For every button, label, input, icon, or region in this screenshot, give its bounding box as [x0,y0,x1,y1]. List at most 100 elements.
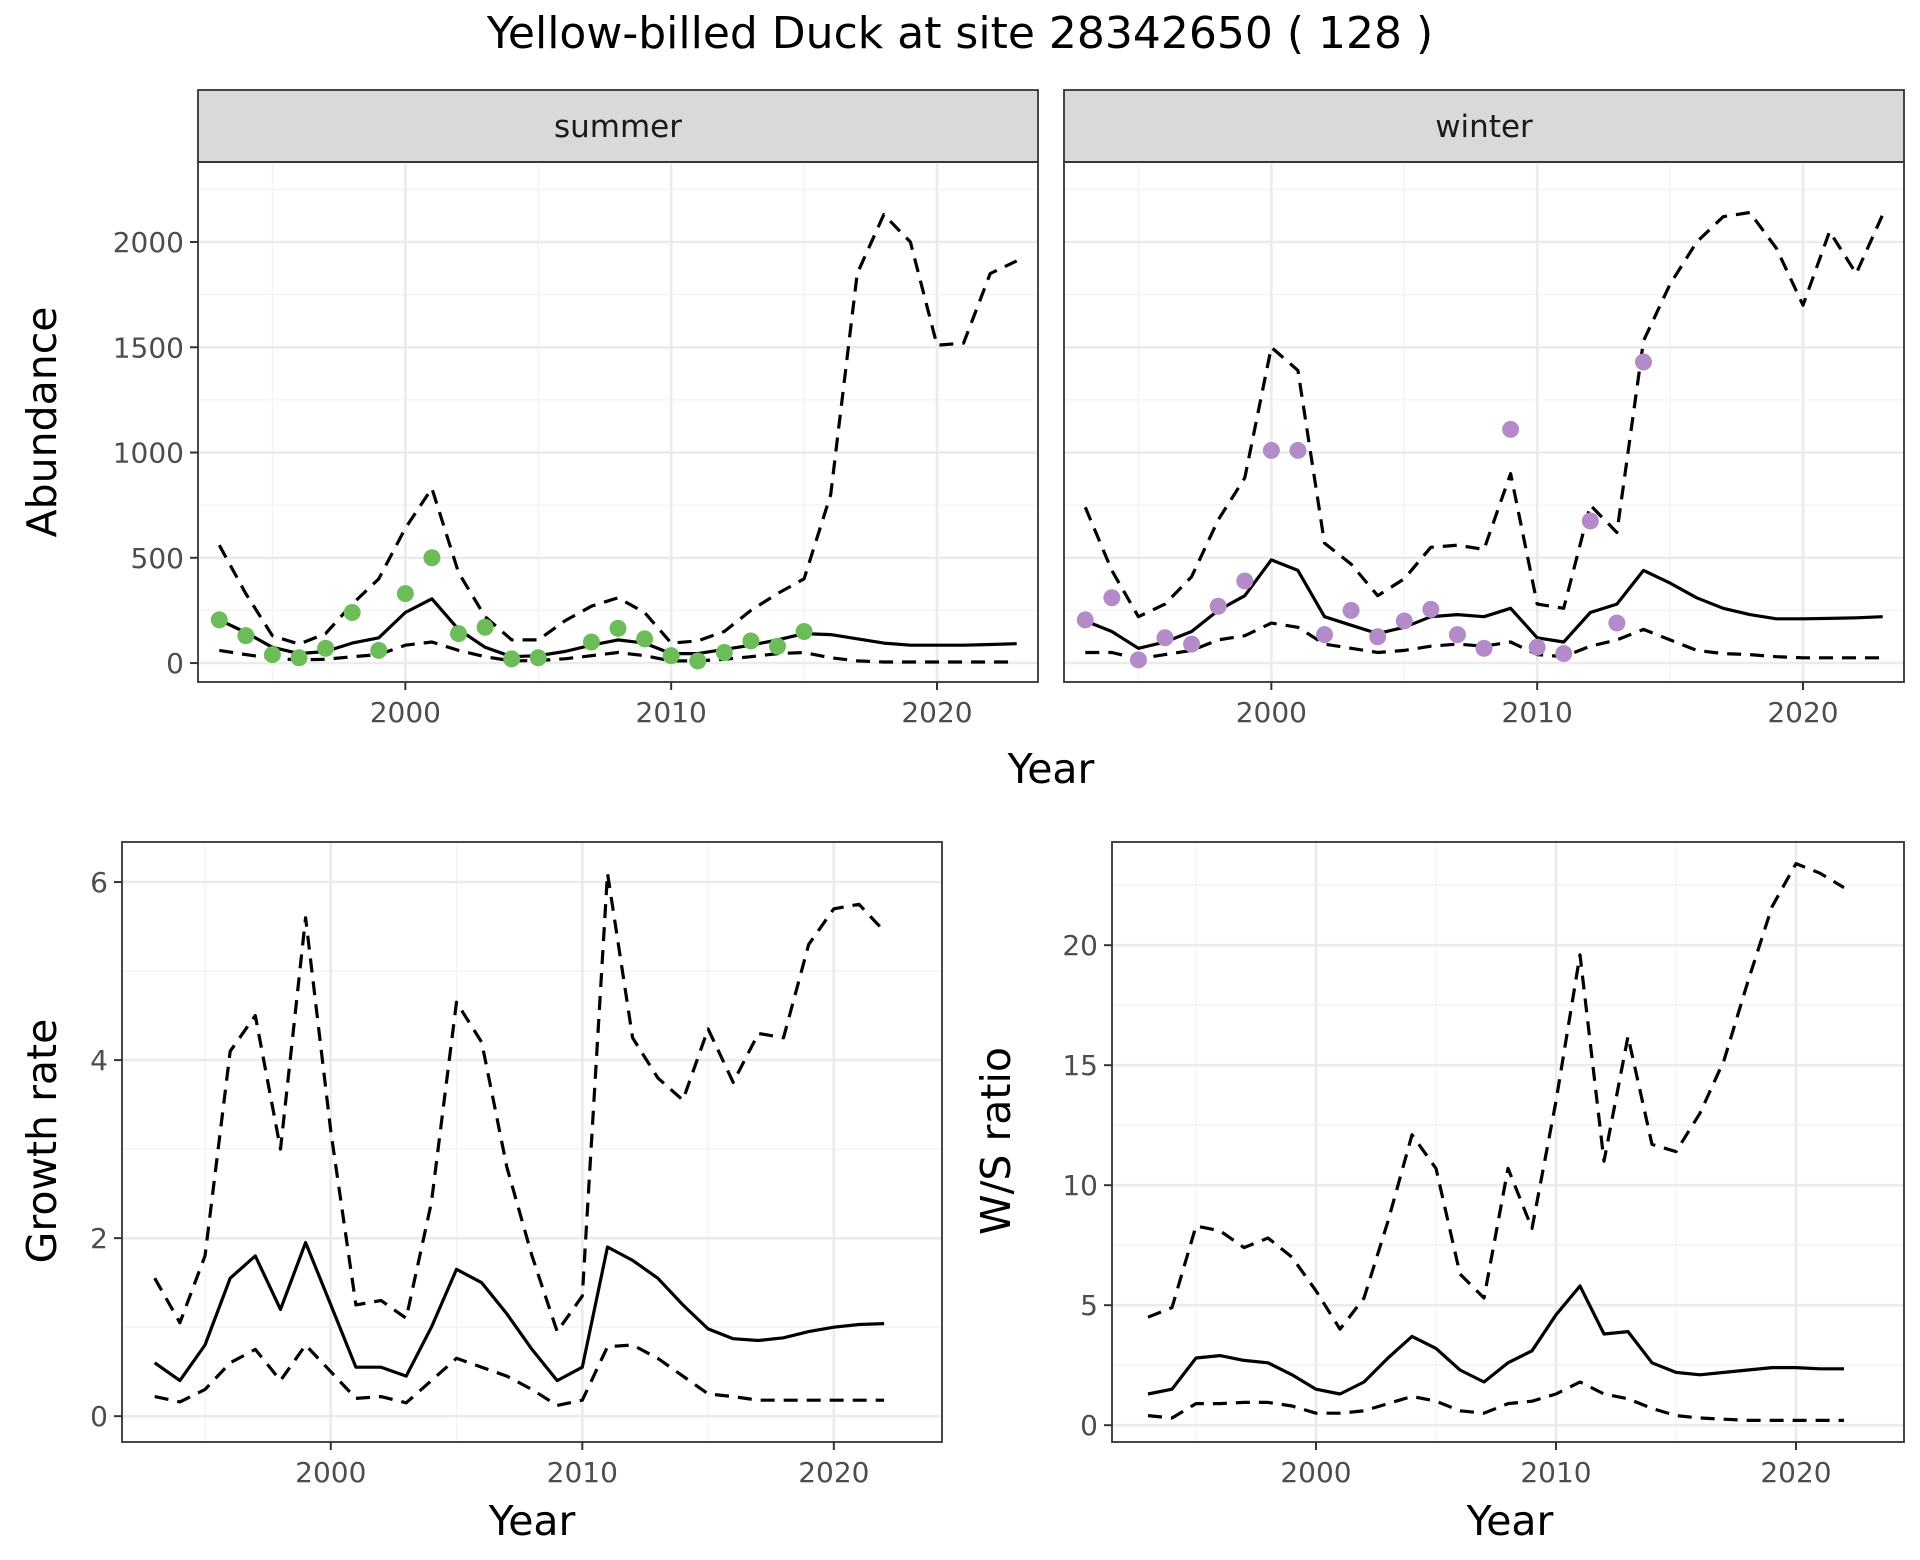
x-tick-label: 2020 [1760,1456,1831,1489]
observed-point [1395,612,1413,630]
observed-point [1475,639,1493,657]
y-tick-label: 0 [90,1400,108,1433]
observed-point [343,604,361,622]
observed-point [1369,628,1387,646]
estimate-line [1084,558,1883,650]
observed-point [795,622,813,640]
observed-point [662,647,680,665]
observed-point [1209,597,1227,615]
observed-point [742,632,760,650]
observed-point [636,630,654,648]
x-tick-label: 2000 [295,1456,366,1489]
y-tick-label: 5 [1080,1289,1098,1322]
observed-point [1448,626,1466,644]
observed-point [476,618,494,636]
x-tick-label: 2010 [547,1456,618,1489]
observed-point [423,549,441,567]
upper-ci-line [217,213,1018,646]
observed-point [1342,601,1360,619]
facet-label-winter: winter [1435,109,1533,145]
x-tick-label: 2020 [1767,696,1838,729]
growth-x-axis-title: Year [488,1497,576,1545]
observed-point [396,585,414,603]
y-tick-label: 4 [90,1044,108,1077]
y-tick-label: 6 [90,866,108,899]
observed-point [1076,611,1094,629]
observed-point [290,649,308,667]
panel-border [197,161,1039,683]
abundance-x-axis-title: Year [1007,745,1095,793]
y-tick-label: 500 [131,542,184,575]
observed-point [317,639,335,657]
upper-ci-line [153,871,886,1334]
observed-point [503,650,521,668]
x-tick-label: 2020 [901,696,972,729]
growth-rate-panel: 2000 2010 2020 0 2 4 6 [90,841,943,1489]
ws-ratio-panel: 2000 2010 2020 0 5 10 15 20 [1062,841,1905,1489]
observed-point [1422,600,1440,618]
x-tick-label: 2020 [798,1456,869,1489]
plot-area: 2000 2010 2020 0 500 1000 1500 2000 [113,161,1039,729]
observed-point [1262,441,1280,459]
y-tick-label: 1000 [113,437,184,470]
y-tick-label: 2 [90,1222,108,1255]
x-tick-label: 2000 [1236,696,1307,729]
estimate-line [1147,1284,1844,1396]
lower-ci-line [1147,1380,1844,1422]
x-tick-label: 2000 [370,696,441,729]
lower-ci-line [219,640,1017,664]
plot-area: 2000 2010 2020 0 5 10 15 20 [1062,841,1905,1489]
x-tick-label: 2010 [1520,1456,1591,1489]
y-tick-label: 1500 [113,331,184,364]
plot-area: 2000 2010 2020 [1063,161,1905,729]
observed-point [1555,645,1573,663]
y-tick-label: 10 [1062,1169,1098,1202]
panel-border [1111,841,1905,1443]
estimate-line [153,1241,885,1383]
y-tick-label: 15 [1062,1049,1098,1082]
observed-point [609,619,627,637]
y-tick-label: 0 [166,647,184,680]
observed-point [1502,420,1520,438]
x-tick-label: 2000 [1280,1456,1351,1489]
estimate-line [218,597,1017,659]
x-tick-label: 2010 [1502,696,1573,729]
observed-point [1316,626,1334,644]
lower-ci-line [154,1343,885,1408]
observed-point [1581,512,1599,530]
observed-point [1236,572,1254,590]
x-tick-label: 2010 [636,696,707,729]
observed-point [1129,651,1147,669]
observed-point [715,644,733,662]
observed-point [768,637,786,655]
abundance-summer-panel: summer 2000 2010 2020 0 500 1000 1500 2000 [113,89,1039,729]
observed-point [1528,638,1546,656]
ratio-y-axis-title: W/S ratio [972,1047,1020,1235]
observed-point [1103,589,1121,607]
observed-point [237,627,255,645]
upper-ci-line [1083,210,1885,619]
facet-strip-summer [197,89,1039,163]
observed-point [1183,635,1201,653]
observed-point [1608,614,1626,632]
y-tick-label: 20 [1062,929,1098,962]
plot-area: 2000 2010 2020 0 2 4 6 [90,841,943,1489]
observed-point [263,646,281,664]
observed-point [370,641,388,659]
abundance-y-axis-title: Abundance [18,307,66,538]
abundance-winter-panel: winter 2000 2010 2020 [1063,89,1905,729]
chart-title: Yellow-billed Duck at site 28342650 ( 12… [486,8,1433,59]
observed-point [450,625,468,643]
observed-point [1634,353,1652,371]
observed-point [1289,441,1307,459]
observed-point [582,633,600,651]
observed-point [1156,629,1174,647]
growth-y-axis-title: Growth rate [18,1019,66,1264]
facet-label-summer: summer [554,109,682,145]
observed-point [210,611,228,629]
upper-ci-line [1147,862,1845,1331]
facet-strip-winter [1063,89,1905,163]
y-tick-label: 0 [1080,1409,1098,1442]
